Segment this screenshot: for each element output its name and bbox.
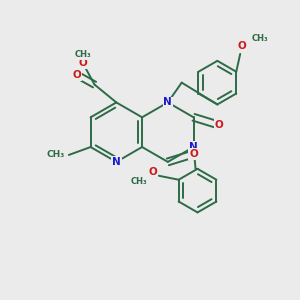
Text: O: O (148, 167, 157, 177)
Text: CH₃: CH₃ (46, 151, 65, 160)
Text: O: O (215, 120, 224, 130)
Text: O: O (238, 41, 247, 51)
Text: O: O (189, 149, 198, 159)
Text: CH₃: CH₃ (75, 50, 92, 59)
Text: N: N (112, 157, 121, 167)
Text: CH₃: CH₃ (130, 177, 147, 186)
Text: CH₃: CH₃ (252, 34, 269, 43)
Text: O: O (78, 58, 87, 68)
Text: N: N (164, 98, 172, 107)
Text: O: O (72, 70, 81, 80)
Text: N: N (189, 142, 198, 152)
